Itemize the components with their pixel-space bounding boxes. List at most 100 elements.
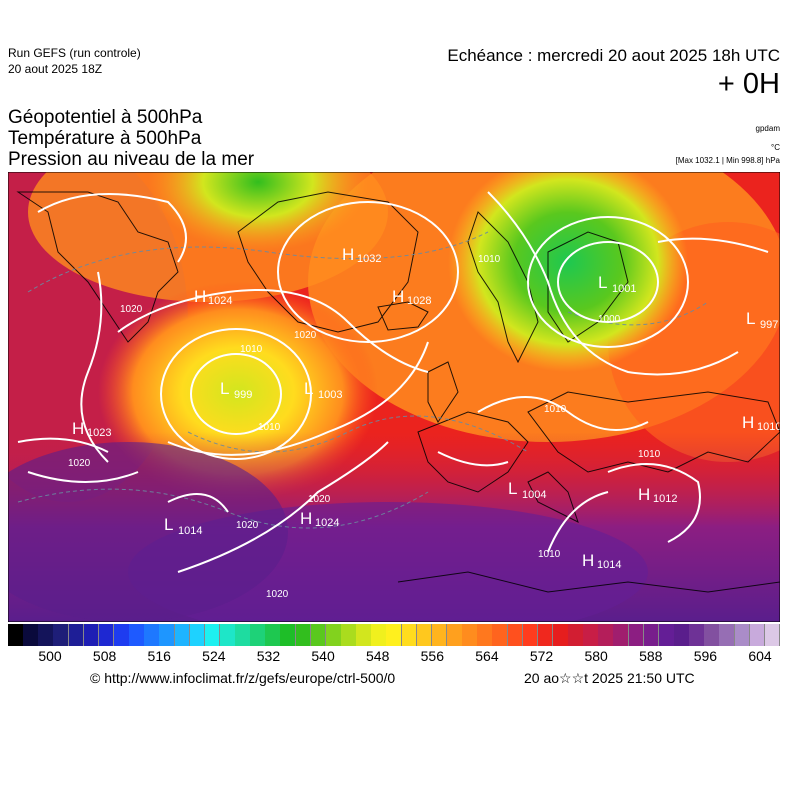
colorbar-cell <box>8 624 24 646</box>
colorbar-cell <box>507 624 524 646</box>
colorbar-cell <box>704 624 720 646</box>
isobar-label: 1000 <box>598 314 621 325</box>
variable-geopotential: Géopotentiel à 500hPa <box>8 107 203 128</box>
svg-text:L: L <box>304 379 313 398</box>
colorbar-cell <box>416 624 433 646</box>
colorbar-cell <box>68 624 85 646</box>
colorbar-cell <box>552 624 569 646</box>
colorbar-tick-label: 540 <box>311 648 335 664</box>
colorbar-cell <box>356 624 372 646</box>
isobar-label: 1010 <box>258 422 281 433</box>
isobar-label: 1020 <box>236 520 259 531</box>
pressure-center-high: H 1023 <box>72 419 111 439</box>
svg-text:1014: 1014 <box>597 559 621 571</box>
pressure-center-high: H 1024 <box>194 287 232 307</box>
pressure-center-low: L 997 <box>746 309 778 331</box>
colorbar-tick-label: 500 <box>38 648 62 664</box>
svg-text:1028: 1028 <box>407 295 431 307</box>
colorbar-cell <box>295 624 312 646</box>
svg-text:H: H <box>392 287 404 306</box>
pressure-center-high: H 1012 <box>638 485 677 505</box>
colorbar-tick-label: 580 <box>584 648 608 664</box>
svg-text:H: H <box>742 413 754 432</box>
colorbar-cell <box>219 624 236 646</box>
colorbar-cell <box>23 624 39 646</box>
colorbar-cell <box>537 624 554 646</box>
isobar-label: 1010 <box>544 404 567 415</box>
colorbar-cell <box>371 624 387 646</box>
isobar-label: 1020 <box>308 494 331 505</box>
colorbar-tick-label: 508 <box>92 648 117 664</box>
pressure-center-low: L 1004 <box>508 479 546 501</box>
svg-text:1004: 1004 <box>522 489 546 501</box>
colorbar-cell <box>658 624 675 646</box>
unit-temperature: °C <box>771 143 780 152</box>
svg-text:999: 999 <box>234 389 252 401</box>
colorbar-tick-label: 572 <box>529 648 554 664</box>
pressure-center-high: H 1010 <box>742 413 780 433</box>
svg-text:1024: 1024 <box>315 517 339 529</box>
colorbar-cell <box>174 624 191 646</box>
pressure-center-high: H 1028 <box>392 287 431 307</box>
unit-pressure: [Max 1032.1 | Min 998.8] hPa <box>675 156 780 165</box>
isobar-label: 1010 <box>538 549 561 560</box>
pressure-center-high: H 1014 <box>582 551 621 571</box>
isobar-label: 1020 <box>294 330 317 341</box>
colorbar-cell <box>643 624 660 646</box>
isobar-label: 1010 <box>638 449 661 460</box>
valid-time: Echéance : mercredi 20 aout 2025 18h UTC <box>447 46 780 65</box>
svg-text:1010: 1010 <box>757 421 780 433</box>
colorbar-cell <box>401 624 418 646</box>
colorbar-cell <box>764 624 781 646</box>
colorbar-cell <box>98 624 115 646</box>
colorbar-cell <box>492 624 509 646</box>
svg-text:H: H <box>638 485 650 504</box>
colorbar-cell <box>598 624 614 646</box>
isobar-label: 1020 <box>266 589 289 600</box>
colorbar-tick-label: 524 <box>202 648 226 664</box>
colorbar-cell <box>431 624 448 646</box>
run-date: 20 aout 2025 18Z <box>8 62 103 76</box>
colorbar-cell <box>749 624 766 646</box>
svg-text:1024: 1024 <box>208 295 232 307</box>
colorbar-cell <box>129 624 145 646</box>
pressure-center-low: L 1001 <box>598 273 636 295</box>
svg-text:L: L <box>220 379 229 398</box>
pressure-center-low: L 1003 <box>304 379 342 401</box>
isobar-label: 1010 <box>240 344 263 355</box>
colorbar-cell <box>522 624 539 646</box>
svg-text:H: H <box>342 245 354 264</box>
colorbar-tick-label: 604 <box>748 648 772 664</box>
colorbar-cell <box>734 624 751 646</box>
svg-text:H: H <box>72 419 84 438</box>
pressure-center-high: H 1032 <box>342 245 381 265</box>
colorbar-ticks: 500 508 516 524 532 540 548 556 564 572 580 588 596 6… <box>8 648 780 666</box>
colorbar-cell <box>189 624 206 646</box>
pressure-center-high: H 1024 <box>300 509 339 529</box>
lead-time: + 0H <box>717 68 780 100</box>
pressure-center-low: L 999 <box>220 379 252 401</box>
colorbar-tick-label: 596 <box>693 648 718 664</box>
svg-text:L: L <box>508 479 517 498</box>
colorbar-cell <box>280 624 297 646</box>
variable-pressure: Pression au niveau de la mer <box>8 149 255 170</box>
pressure-center-low: L 1014 <box>164 515 202 537</box>
colorbar-cell <box>462 624 478 646</box>
svg-text:1014: 1014 <box>178 525 202 537</box>
weather-map: 1020 1020 1020 1020 1010 1010 1010 1020 … <box>8 172 780 622</box>
colorbar-tick-label: 556 <box>420 648 444 664</box>
colorbar-cell <box>310 624 327 646</box>
colorbar-cell <box>113 624 130 646</box>
colorbar-cell <box>325 624 342 646</box>
variable-temperature: Température à 500hPa <box>8 128 202 149</box>
colorbar-cell <box>250 624 266 646</box>
colorbar-cell <box>341 624 357 646</box>
colorbar-cell <box>38 624 54 646</box>
colorbar-cell <box>583 624 599 646</box>
colorbar-cell <box>628 624 645 646</box>
unit-geopotential: gpdam <box>755 124 780 133</box>
colorbar-cell <box>235 624 251 646</box>
colorbar-cell <box>719 624 736 646</box>
colorbar-tick-label: 548 <box>366 648 390 664</box>
colorbar-cell <box>159 624 175 646</box>
